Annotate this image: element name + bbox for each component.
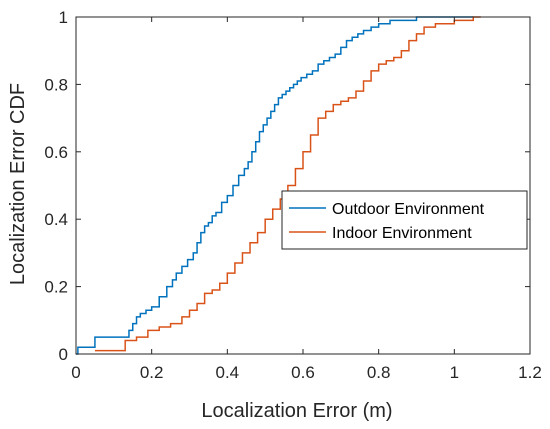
x-axis-title: Localization Error (m) bbox=[201, 400, 392, 422]
legend: Outdoor Environment Indoor Environment bbox=[281, 190, 528, 250]
y-tick-label: 0.6 bbox=[44, 143, 68, 162]
series-line-indoor bbox=[94, 16, 481, 352]
x-tick-label: 1 bbox=[450, 363, 459, 382]
y-tick-label: 1 bbox=[59, 8, 68, 27]
y-axis-title: Localization Error CDF bbox=[7, 83, 29, 285]
x-tick-label: 0.2 bbox=[140, 363, 164, 382]
legend-label-indoor: Indoor Environment bbox=[332, 225, 472, 242]
plot-area bbox=[76, 17, 530, 354]
series-line-outdoor bbox=[76, 16, 474, 355]
tick-labels: 0 0.2 0.4 0.6 0.8 1 1.2 0 0.2 0.4 0.6 0.8 1 bbox=[44, 8, 541, 382]
x-tick-label: 0.4 bbox=[216, 363, 240, 382]
x-tick-label: 0.8 bbox=[367, 363, 391, 382]
legend-box bbox=[281, 190, 528, 250]
x-tick-label: 0.6 bbox=[291, 363, 315, 382]
x-tick-label: 1.2 bbox=[518, 363, 542, 382]
x-tick-label: 0 bbox=[71, 363, 80, 382]
y-tick-label: 0.8 bbox=[44, 75, 68, 94]
y-tick-label: 0.2 bbox=[44, 278, 68, 297]
y-tick-label: 0.4 bbox=[44, 210, 68, 229]
plot-background bbox=[76, 17, 530, 354]
y-tick-label: 0 bbox=[59, 345, 68, 364]
legend-label-outdoor: Outdoor Environment bbox=[332, 201, 485, 218]
series-lines bbox=[76, 16, 481, 355]
